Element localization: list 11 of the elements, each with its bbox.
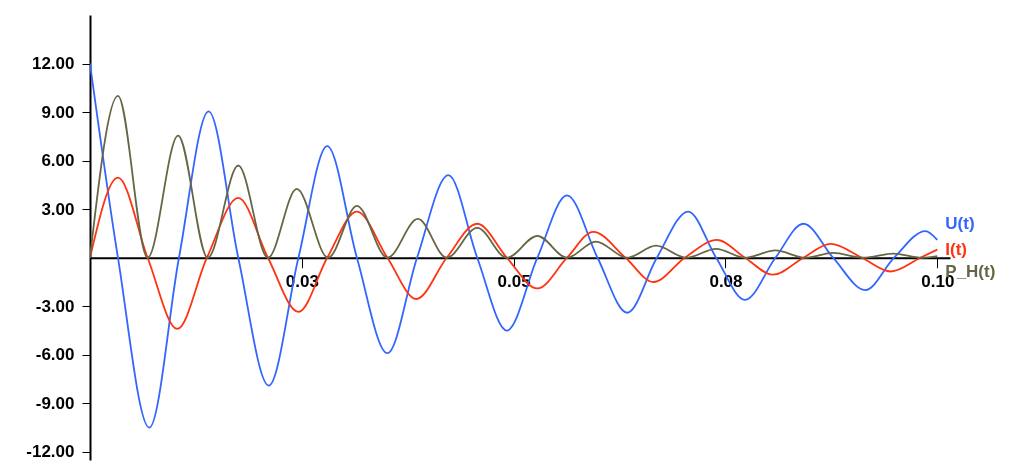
y-tick-label: 9.00 [41, 102, 75, 122]
line-series [90, 95, 939, 259]
y-tick-label: -3.00 [35, 296, 75, 316]
series-label: U(t) [945, 213, 975, 233]
y-tick-label: 12.00 [31, 54, 75, 74]
y-tick-label: -9.00 [35, 393, 75, 413]
y-tick-label: -12.00 [26, 442, 75, 462]
y-tick-label: 6.00 [41, 151, 75, 171]
y-tick-label: 3.00 [41, 199, 75, 219]
y-tick-label: -6.00 [35, 345, 75, 365]
series-label: I(t) [945, 239, 968, 259]
